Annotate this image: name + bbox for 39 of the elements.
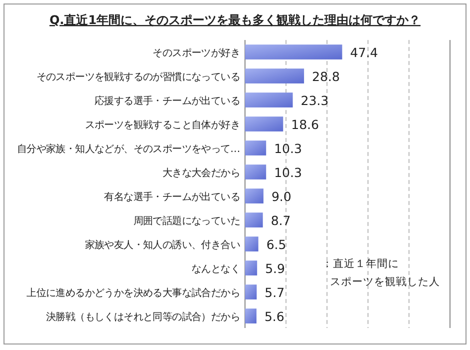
data-label: 10.3 bbox=[274, 165, 302, 180]
bar bbox=[245, 236, 258, 252]
data-label: 18.6 bbox=[291, 117, 320, 132]
data-label: 6.5 bbox=[266, 237, 286, 252]
y-tick-label: 家族や友人・知人の誘い、付き合い bbox=[84, 239, 240, 251]
y-tick-label: なんとなく bbox=[191, 264, 240, 275]
data-label: 9.0 bbox=[271, 189, 292, 204]
annotation: スポーツを観戦した人 bbox=[330, 275, 440, 288]
data-label: 23.3 bbox=[300, 93, 329, 108]
y-tick-label: 決勝戦（もしくはそれと同等の試合）だから bbox=[46, 311, 240, 323]
bar bbox=[245, 44, 342, 60]
bar bbox=[245, 92, 293, 108]
bar bbox=[245, 308, 256, 324]
bar bbox=[245, 260, 258, 276]
chart-title: Q.直近1年間に、そのスポーツを最も多く観戦した理由は何ですか？ bbox=[49, 13, 421, 27]
bar bbox=[245, 140, 266, 156]
bar bbox=[245, 164, 266, 180]
bar bbox=[245, 212, 263, 228]
y-tick-label: 上位に進めるかどうかを決める大事な試合だから bbox=[26, 287, 240, 299]
data-label: 5.9 bbox=[265, 261, 286, 276]
bar bbox=[245, 284, 257, 300]
data-label: 5.6 bbox=[264, 309, 284, 324]
y-tick-label: 応援する選手・チームが出ている bbox=[94, 95, 240, 107]
data-label: 8.7 bbox=[270, 213, 291, 228]
y-tick-label: 有名な選手・チームが出ている bbox=[104, 191, 240, 203]
y-tick-label: そのスポーツが好き bbox=[152, 48, 240, 59]
y-tick-label: そのスポーツを観戦するのが習慣になっている bbox=[36, 71, 240, 83]
data-label: 47.4 bbox=[350, 45, 378, 60]
bar bbox=[245, 188, 264, 204]
bar bbox=[245, 68, 304, 84]
y-tick-label: 自分や家族・知人などが、そのスポーツをやって… bbox=[16, 143, 240, 155]
y-tick-label: スポーツを観戦すること自体が好き bbox=[84, 119, 240, 131]
data-label: 10.3 bbox=[274, 141, 302, 156]
annotation: ：直近１年間に bbox=[322, 257, 399, 270]
data-label: 5.7 bbox=[264, 285, 285, 300]
y-tick-label: 周囲で話題になっていた bbox=[133, 215, 240, 227]
bar bbox=[245, 116, 284, 132]
data-label: 28.8 bbox=[312, 69, 340, 84]
y-tick-label: 大きな大会だから bbox=[162, 167, 240, 179]
